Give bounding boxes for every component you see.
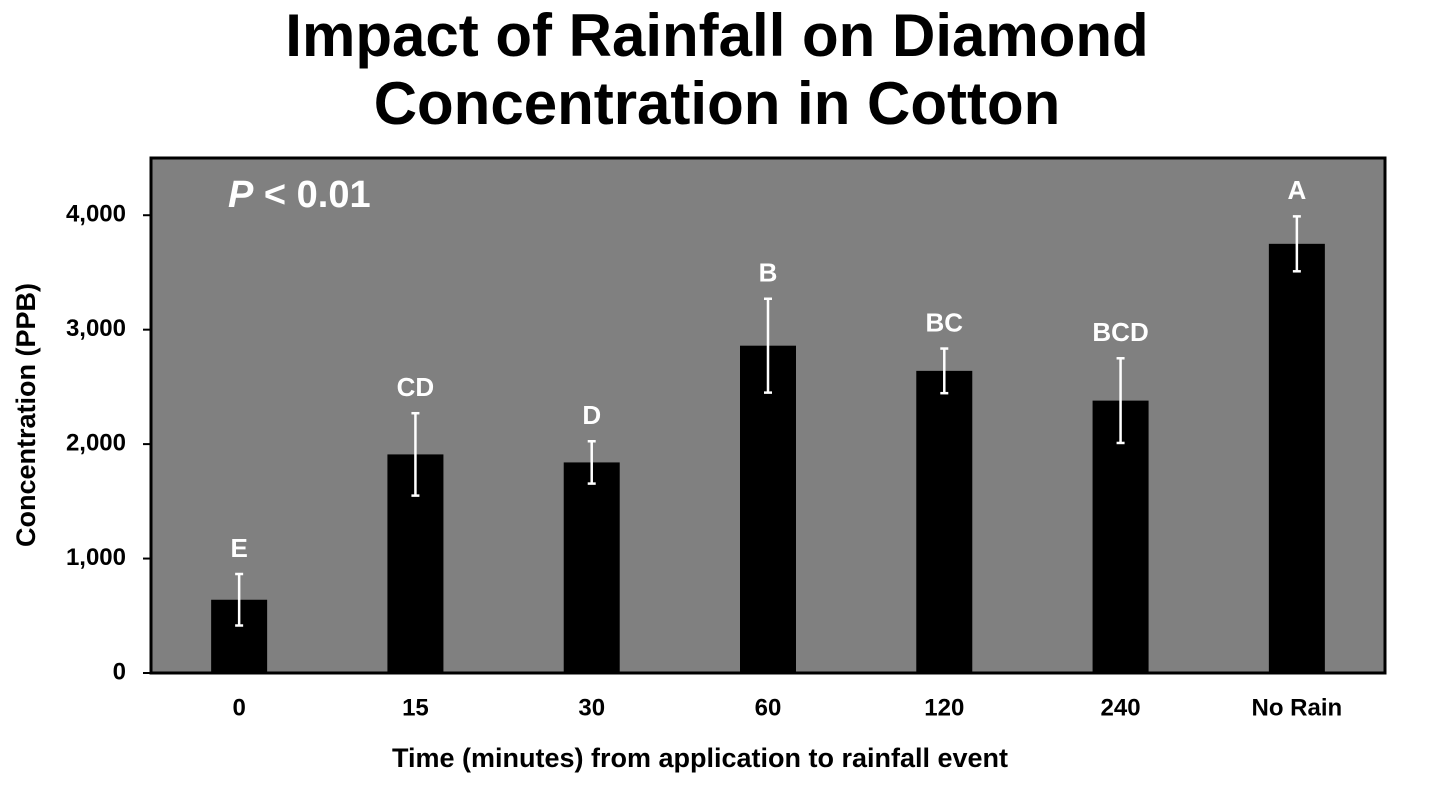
bar <box>1092 400 1149 673</box>
error-bar <box>764 297 772 394</box>
error-bar <box>587 440 596 485</box>
chart-title: Impact of Rainfall on Diamond <box>285 2 1148 69</box>
error-bar <box>235 572 244 627</box>
annotation: P < 0.01 <box>228 174 371 216</box>
error-bar <box>1116 357 1125 445</box>
y-tick-label: 2,000 <box>66 429 126 456</box>
y-tick-label: 4,000 <box>66 201 126 228</box>
error-bar <box>1292 215 1301 273</box>
data-label: BC <box>926 307 964 337</box>
x-tick-label: No Rain <box>1252 694 1343 721</box>
chart-title: Concentration in Cotton <box>374 70 1061 137</box>
data-label: D <box>582 400 601 430</box>
x-tick-label: 60 <box>755 694 782 721</box>
plot-border <box>149 156 1387 675</box>
x-tick-label: 120 <box>924 694 964 721</box>
x-tick-label: 15 <box>402 694 429 721</box>
data-label: A <box>1287 175 1306 205</box>
x-tick-label: 240 <box>1101 694 1141 721</box>
bar <box>740 345 796 673</box>
bar <box>1268 243 1325 674</box>
x-tick-label: 0 <box>232 694 245 721</box>
bar <box>563 462 620 673</box>
error-bar <box>411 411 420 497</box>
bar <box>916 370 973 673</box>
y-tick-label: 3,000 <box>66 315 126 342</box>
error-bar <box>940 347 949 395</box>
data-label: CD <box>397 372 435 402</box>
data-label: B <box>759 258 778 288</box>
y-tick-label: 1,000 <box>66 544 126 571</box>
data-label: BCD <box>1092 317 1148 347</box>
y-axis-label: Concentration (PPB) <box>11 283 41 547</box>
data-label: E <box>230 533 247 563</box>
y-tick-label: 0 <box>113 658 126 685</box>
x-tick-label: 30 <box>578 694 605 721</box>
x-axis-label: Time (minutes) from application to rainf… <box>392 743 1008 773</box>
